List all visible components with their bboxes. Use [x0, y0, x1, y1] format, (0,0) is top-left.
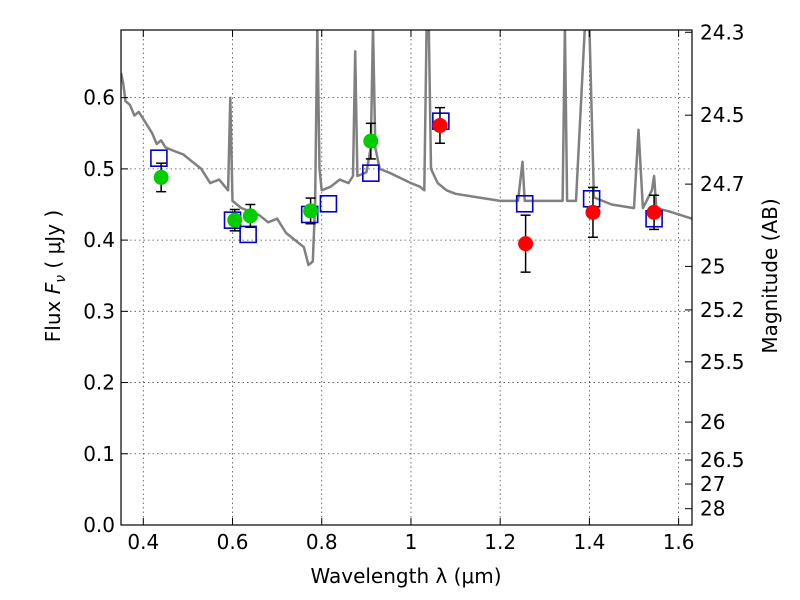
y-axis-label-subscript: ν — [53, 275, 69, 283]
photometry-point — [646, 204, 662, 220]
plot-layer — [121, 30, 692, 273]
x-tick-label: 0.4 — [127, 530, 159, 554]
model-square-marker — [150, 149, 168, 168]
grid-layer — [121, 30, 692, 525]
y-axis-label-symbol: F — [41, 282, 65, 294]
y-axis-label-prefix: Flux — [41, 294, 65, 342]
photometry-point — [585, 204, 601, 220]
model-square-marker — [319, 194, 338, 213]
photometry-point — [518, 236, 534, 252]
y-tick-label: 0.1 — [83, 442, 115, 466]
tick-layer: 0.4 0.6 0.8 1 1.2 1.4 1.6 0.0 0.1 0.2 0.3 0.4 0.5 0.6… — [83, 20, 744, 554]
photometry-point — [432, 117, 448, 133]
y-axis-label: Flux Fν ( μJy ) — [41, 210, 69, 342]
x-tick-label: 0.6 — [217, 530, 249, 554]
y2-tick-label: 25.2 — [700, 298, 745, 322]
y2-tick-label: 24.3 — [700, 20, 745, 44]
y-tick-label: 0.2 — [83, 371, 115, 395]
y2-tick-label: 27 — [700, 472, 725, 496]
y-tick-label: 0.6 — [83, 86, 115, 110]
y2-tick-label: 28 — [700, 497, 725, 521]
y2-tick-label: 24.7 — [700, 172, 745, 196]
x-axis-label: Wavelength λ (μm) — [310, 564, 501, 588]
y-tick-label: 0.5 — [83, 157, 115, 181]
y2-tick-label: 25.5 — [700, 350, 745, 374]
x-tick-label: 1.4 — [573, 530, 605, 554]
spectrum-line — [121, 30, 692, 267]
model-square-marker — [239, 225, 257, 244]
y-tick-label: 0.4 — [83, 228, 115, 252]
y-tick-label: 0.0 — [83, 513, 115, 537]
x-tick-label: 1 — [405, 530, 418, 554]
photometry-point — [363, 133, 379, 149]
y2-tick-label: 25 — [700, 254, 725, 278]
y2-tick-label: 24.5 — [700, 103, 745, 127]
x-tick-label: 1.6 — [663, 530, 695, 554]
photometry-point — [227, 212, 243, 228]
plot-frame — [120, 29, 693, 526]
photometry-point — [242, 208, 258, 224]
x-tick-label: 0.8 — [306, 530, 338, 554]
y2-axis-label: Magnitude (AB) — [758, 198, 782, 353]
y2-tick-label: 26.5 — [700, 448, 745, 472]
y-tick-label: 0.3 — [83, 299, 115, 323]
photometry-point — [153, 169, 169, 185]
y2-tick-label: 26 — [700, 410, 725, 434]
model-square-marker — [362, 164, 380, 182]
x-tick-label: 1.2 — [484, 530, 516, 554]
model-square-marker — [515, 194, 534, 213]
photometry-point — [303, 203, 319, 219]
y-axis-label-unit: ( μJy ) — [41, 210, 65, 275]
